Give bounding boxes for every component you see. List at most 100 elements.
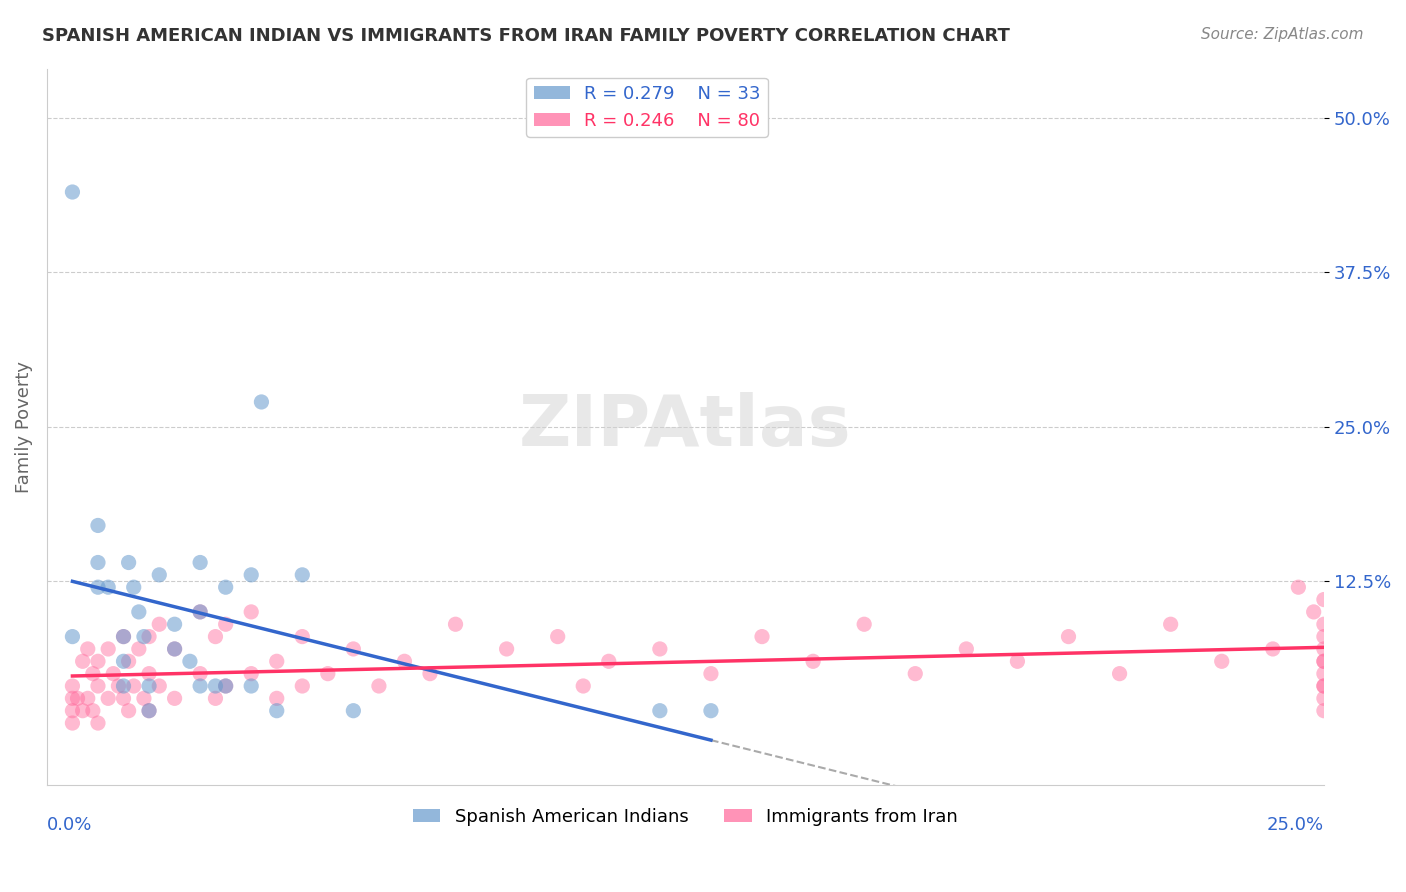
Point — [291, 567, 314, 582]
Text: 25.0%: 25.0% — [1267, 815, 1324, 834]
Point — [82, 666, 104, 681]
Point — [163, 617, 186, 632]
Point — [87, 679, 110, 693]
Point — [66, 691, 89, 706]
Point — [148, 679, 170, 693]
Point — [215, 679, 238, 693]
Point — [1313, 642, 1336, 657]
Point — [122, 679, 145, 693]
Point — [1302, 605, 1324, 619]
Point — [97, 642, 120, 657]
Legend: Spanish American Indians, Immigrants from Iran: Spanish American Indians, Immigrants fro… — [406, 801, 965, 833]
Point — [138, 679, 160, 693]
Point — [1313, 654, 1336, 668]
Point — [112, 679, 135, 693]
Point — [132, 630, 155, 644]
Point — [62, 704, 84, 718]
Point — [82, 704, 104, 718]
Point — [62, 679, 84, 693]
Point — [87, 518, 110, 533]
Point — [1313, 679, 1336, 693]
Point — [62, 185, 84, 199]
Point — [62, 691, 84, 706]
Point — [204, 691, 226, 706]
Point — [188, 605, 211, 619]
Point — [87, 580, 110, 594]
Point — [648, 704, 671, 718]
Point — [291, 630, 314, 644]
Point — [1313, 617, 1336, 632]
Point — [112, 654, 135, 668]
Point — [103, 666, 125, 681]
Point — [215, 580, 238, 594]
Point — [112, 630, 135, 644]
Point — [204, 679, 226, 693]
Point — [1286, 580, 1309, 594]
Point — [188, 679, 211, 693]
Point — [904, 666, 927, 681]
Point — [76, 642, 98, 657]
Point — [204, 630, 226, 644]
Point — [87, 654, 110, 668]
Text: Source: ZipAtlas.com: Source: ZipAtlas.com — [1201, 27, 1364, 42]
Point — [138, 704, 160, 718]
Point — [179, 654, 201, 668]
Point — [1261, 642, 1284, 657]
Point — [240, 666, 263, 681]
Point — [188, 666, 211, 681]
Point — [163, 642, 186, 657]
Point — [117, 704, 139, 718]
Point — [132, 691, 155, 706]
Point — [1211, 654, 1233, 668]
Y-axis label: Family Poverty: Family Poverty — [15, 360, 32, 492]
Point — [1313, 592, 1336, 607]
Point — [1313, 666, 1336, 681]
Point — [955, 642, 977, 657]
Point — [495, 642, 517, 657]
Point — [117, 556, 139, 570]
Point — [316, 666, 339, 681]
Point — [700, 666, 723, 681]
Point — [112, 630, 135, 644]
Point — [215, 679, 238, 693]
Point — [62, 716, 84, 731]
Point — [128, 605, 150, 619]
Point — [598, 654, 620, 668]
Point — [266, 654, 288, 668]
Point — [72, 654, 94, 668]
Point — [138, 704, 160, 718]
Point — [572, 679, 595, 693]
Point — [1313, 691, 1336, 706]
Point — [107, 679, 129, 693]
Point — [240, 567, 263, 582]
Point — [188, 556, 211, 570]
Point — [1313, 679, 1336, 693]
Point — [419, 666, 441, 681]
Point — [240, 679, 263, 693]
Point — [215, 617, 238, 632]
Point — [76, 691, 98, 706]
Point — [648, 642, 671, 657]
Point — [72, 704, 94, 718]
Point — [87, 556, 110, 570]
Point — [342, 642, 364, 657]
Point — [444, 617, 467, 632]
Point — [1108, 666, 1130, 681]
Point — [266, 691, 288, 706]
Text: ZIPAtlas: ZIPAtlas — [519, 392, 852, 461]
Point — [1160, 617, 1182, 632]
Point — [163, 642, 186, 657]
Point — [1313, 630, 1336, 644]
Point — [1313, 704, 1336, 718]
Point — [250, 395, 273, 409]
Point — [138, 630, 160, 644]
Point — [700, 704, 723, 718]
Point — [163, 691, 186, 706]
Point — [148, 567, 170, 582]
Point — [801, 654, 824, 668]
Text: 0.0%: 0.0% — [46, 815, 93, 834]
Point — [138, 666, 160, 681]
Point — [751, 630, 773, 644]
Point — [148, 617, 170, 632]
Point — [1057, 630, 1080, 644]
